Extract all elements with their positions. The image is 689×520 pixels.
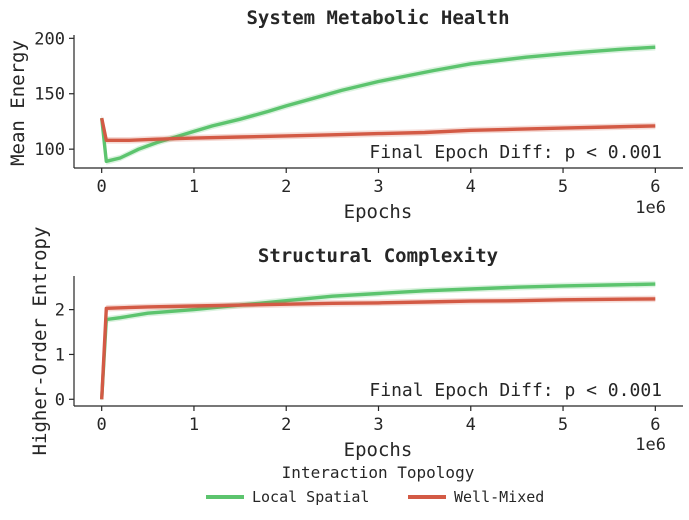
y-axis-label: Higher-Order Entropy [29, 227, 51, 456]
series-line-well-mixed [100, 297, 656, 400]
x-axis-label: Epochs [344, 439, 413, 461]
x-tick-label: 5 [558, 177, 568, 197]
x-tick-label: 2 [281, 415, 291, 435]
y-axis-label: Mean Energy [7, 40, 29, 166]
series-line-well-mixed [100, 117, 656, 143]
y-tick-label: 2 [55, 301, 65, 321]
legend-label-local-spatial: Local Spatial [252, 488, 369, 506]
y-tick-label: 150 [34, 85, 65, 105]
x-offset-label: 1e6 [635, 198, 666, 218]
x-tick-label: 3 [373, 177, 383, 197]
x-tick-label: 4 [466, 415, 476, 435]
x-tick-label: 3 [373, 415, 383, 435]
series-line-local-spatial [100, 282, 656, 400]
legend: Interaction Topology Local Spatial Well-… [206, 463, 544, 506]
x-tick-label: 2 [281, 177, 291, 197]
x-axis-label: Epochs [344, 201, 413, 223]
legend-label-well-mixed: Well-Mixed [454, 488, 544, 506]
x-tick-label: 6 [650, 177, 660, 197]
chart-system-metabolic-health: System Metabolic Health Epochs Mean Ener… [7, 7, 683, 223]
x-tick-label: 6 [650, 415, 660, 435]
x-tick-label: 1 [189, 415, 199, 435]
chart-title: System Metabolic Health [246, 7, 509, 29]
y-tick-label: 200 [34, 29, 65, 49]
y-tick-label: 0 [55, 390, 65, 410]
series-line-local-spatial [100, 45, 656, 164]
x-tick-label: 4 [466, 177, 476, 197]
x-offset-label: 1e6 [635, 435, 666, 455]
x-tick-label: 0 [97, 415, 107, 435]
significance-annotation: Final Epoch Diff: p < 0.001 [369, 142, 662, 163]
x-tick-label: 1 [189, 177, 199, 197]
y-tick-label: 1 [55, 345, 65, 365]
legend-title: Interaction Topology [282, 463, 475, 482]
chart-structural-complexity: Structural Complexity Epochs Higher-Orde… [29, 227, 683, 461]
x-tick-label: 0 [97, 177, 107, 197]
significance-annotation: Final Epoch Diff: p < 0.001 [369, 380, 662, 401]
x-tick-label: 5 [558, 415, 568, 435]
y-tick-label: 100 [34, 140, 65, 160]
chart-title: Structural Complexity [258, 245, 498, 267]
